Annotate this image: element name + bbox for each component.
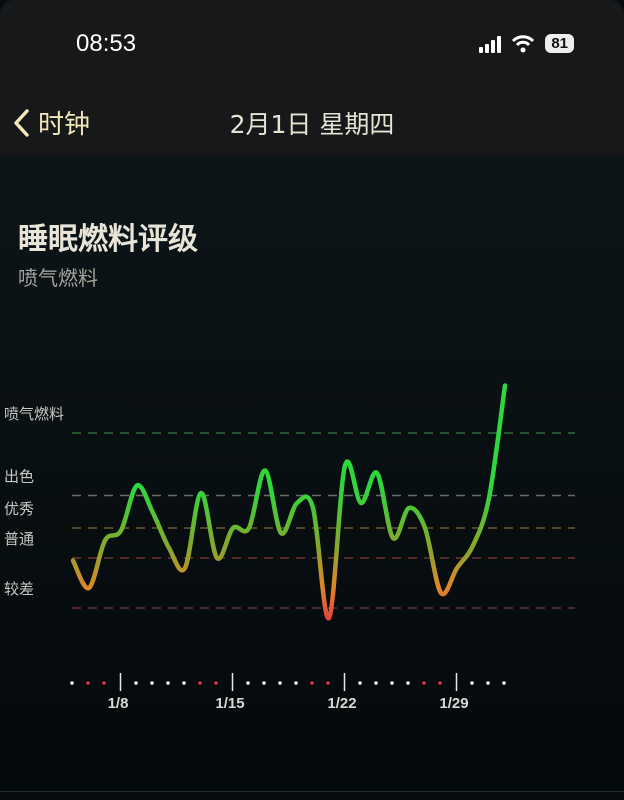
day-dot xyxy=(246,681,250,685)
status-icons: 81 xyxy=(479,34,574,53)
day-dot xyxy=(502,681,506,685)
day-dot xyxy=(294,681,298,685)
back-label: 时钟 xyxy=(38,110,91,140)
wifi-icon xyxy=(512,34,535,52)
chart-panel xyxy=(0,155,624,792)
day-dot xyxy=(182,681,186,685)
status-time: 08:53 xyxy=(76,30,137,57)
x-tick-label: 1/15 xyxy=(215,695,244,712)
day-dot xyxy=(374,681,378,685)
level-label: 普通 xyxy=(4,530,34,548)
day-dot xyxy=(166,681,170,685)
day-dot xyxy=(422,681,426,685)
x-tick-label: 1/8 xyxy=(108,695,129,712)
level-label: 优秀 xyxy=(4,500,34,518)
day-dot xyxy=(102,681,106,685)
day-dot xyxy=(470,681,474,685)
battery-icon: 81 xyxy=(545,34,574,53)
day-dot xyxy=(390,681,394,685)
page-title: 睡眠燃料评级 xyxy=(18,222,198,257)
level-label: 喷气燃料 xyxy=(4,405,64,423)
day-dot xyxy=(134,681,138,685)
x-tick-label: 1/29 xyxy=(439,695,468,712)
day-dot xyxy=(150,681,154,685)
day-dot xyxy=(214,681,218,685)
day-dot xyxy=(358,681,362,685)
day-dot xyxy=(198,681,202,685)
day-dot xyxy=(406,681,410,685)
day-dot xyxy=(86,681,90,685)
x-tick-label: 1/22 xyxy=(327,695,356,712)
divider xyxy=(0,791,624,792)
day-dot xyxy=(262,681,266,685)
back-button[interactable]: 时钟 xyxy=(12,104,90,141)
top-bar: 08:53 81 2月1日 星期四 时钟 xyxy=(0,0,624,155)
level-label: 较差 xyxy=(4,580,34,598)
nav-title: 2月1日 星期四 xyxy=(229,110,395,139)
chevron-left-icon xyxy=(14,108,29,137)
sleep-fuel-series-line xyxy=(70,383,508,621)
level-label: 出色 xyxy=(4,468,34,486)
page-subtitle: 喷气燃料 xyxy=(18,266,98,290)
day-dot xyxy=(326,681,330,685)
day-dot xyxy=(278,681,282,685)
day-dot xyxy=(438,681,442,685)
day-dot xyxy=(310,681,314,685)
day-dot xyxy=(70,681,74,685)
signal-icon xyxy=(479,35,502,53)
day-dot xyxy=(486,681,490,685)
